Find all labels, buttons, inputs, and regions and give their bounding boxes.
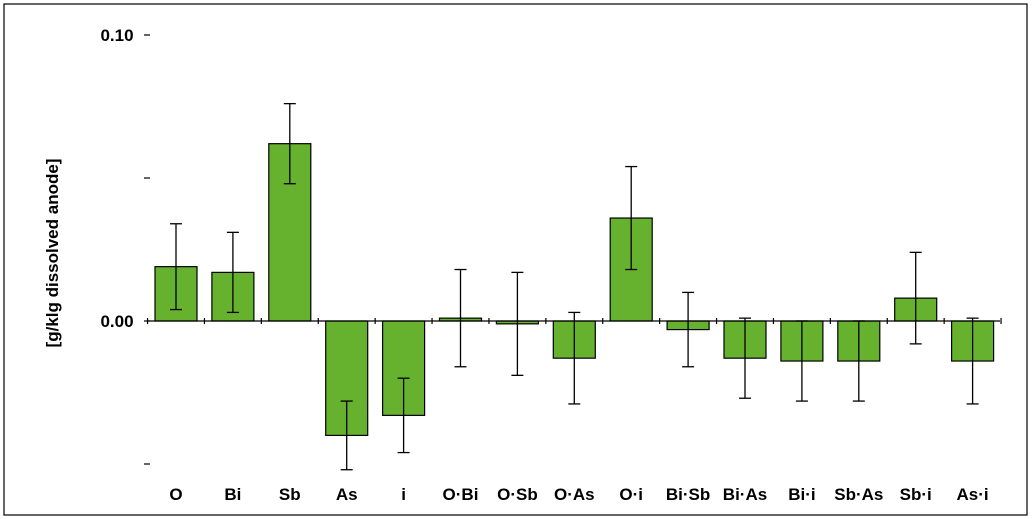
x-category-label: O·i <box>619 485 643 504</box>
x-category-label: O·Sb <box>497 485 538 504</box>
x-axis-categories: O Bi Sb As i O·Bi O·Sb O·As O·i Bi·Sb Bi·As Bi·i Sb·… <box>169 485 988 504</box>
x-category-label: Bi·As <box>723 485 767 504</box>
x-category-label: O·Bi <box>443 485 479 504</box>
error-bars <box>170 102 979 471</box>
x-category-label: Bi·i <box>788 485 815 504</box>
x-category-label: As·i <box>957 485 989 504</box>
x-category-label: O·As <box>554 485 595 504</box>
y-axis: 0.10 0.00 <box>100 26 150 465</box>
x-category-label: Sb·i <box>900 485 932 504</box>
zero-line-group <box>146 318 1002 324</box>
x-category-label: Bi·Sb <box>666 485 710 504</box>
plot-frame <box>3 3 1028 516</box>
x-category-label: i <box>401 485 406 504</box>
x-category-label: As <box>336 485 358 504</box>
x-category-label: O <box>169 485 182 504</box>
x-category-label: Sb <box>279 485 301 504</box>
y-tick-label: 0.10 <box>100 26 133 45</box>
x-category-label: Bi <box>224 485 241 504</box>
y-axis-label: [g/klg dissolved anode] <box>43 159 62 348</box>
x-category-label: Sb·As <box>834 485 883 504</box>
y-tick-label: 0.00 <box>100 312 133 331</box>
